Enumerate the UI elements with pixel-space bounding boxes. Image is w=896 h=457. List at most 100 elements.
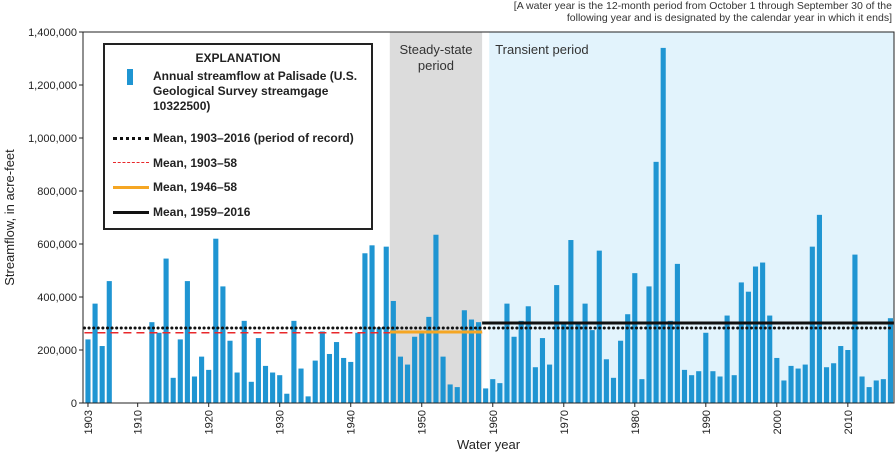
legend-label: Mean, 1903–58 [153, 155, 238, 170]
bar [603, 359, 609, 403]
bar [199, 356, 205, 403]
x-tick-label: 2010 [843, 410, 855, 434]
bar [539, 338, 546, 403]
bar [220, 286, 226, 403]
bar [703, 332, 709, 403]
bar [873, 380, 879, 403]
bar [341, 357, 347, 403]
bar [390, 300, 396, 403]
note-line: following year and is designated by the … [566, 12, 892, 24]
bar [781, 380, 787, 403]
y-tick-label: 1,400,000 [28, 27, 77, 39]
legend-swatch [113, 161, 149, 163]
bar [99, 346, 105, 403]
bar [476, 322, 482, 403]
x-tick-label: 1910 [133, 410, 145, 434]
bar [383, 246, 389, 403]
bar [298, 368, 304, 403]
bar [319, 331, 325, 403]
legend-label: Mean, 1959–2016 [153, 204, 251, 219]
bar [85, 339, 91, 403]
note-line: [A water year is the 12-month period fro… [513, 0, 892, 12]
legend-icon [113, 131, 153, 145]
legend-swatch [113, 210, 149, 214]
bar [461, 310, 467, 403]
bar [163, 258, 169, 403]
bar [277, 375, 283, 403]
bar [653, 161, 659, 403]
bar [767, 315, 773, 403]
bar [447, 384, 453, 403]
bar [241, 320, 247, 403]
bar [518, 320, 524, 403]
bar [234, 372, 240, 403]
x-tick-label: 1920 [204, 410, 216, 434]
bar [823, 367, 830, 403]
legend-entry: Mean, 1903–58 [113, 156, 358, 171]
bar [227, 340, 233, 403]
bar [270, 372, 276, 403]
shaded-region [489, 32, 894, 403]
bar [326, 353, 332, 403]
bar [177, 339, 183, 403]
x-tick-label: 2000 [772, 410, 784, 434]
bar [468, 319, 475, 403]
bar [802, 364, 808, 403]
bar [376, 327, 382, 403]
bar [575, 323, 581, 403]
bar [490, 379, 496, 403]
legend-entry: Annual streamflow at Palisade (U.S. Geol… [113, 69, 358, 114]
bar [170, 377, 176, 403]
bar [291, 320, 297, 403]
bar [809, 246, 815, 403]
y-tick-label: 1,200,000 [28, 80, 77, 92]
legend-entry: Mean, 1959–2016 [113, 205, 358, 220]
bar [831, 363, 837, 403]
bar [752, 266, 759, 403]
x-tick-label: 1903 [83, 410, 95, 434]
bar [248, 381, 254, 403]
y-tick-label: 400,000 [37, 292, 77, 304]
bar [262, 365, 269, 403]
bar [745, 291, 751, 403]
bar [206, 369, 212, 403]
bar [92, 303, 98, 403]
legend-label: Mean, 1946–58 [153, 180, 238, 194]
x-tick-label: 1970 [559, 410, 571, 434]
x-tick-label: 1980 [630, 410, 642, 434]
bar [639, 379, 645, 403]
region-label: Transient period [495, 42, 589, 57]
bar [532, 367, 538, 403]
y-tick-label: 200,000 [37, 345, 77, 357]
bar [404, 364, 411, 403]
bar [738, 282, 744, 403]
bar [582, 303, 588, 403]
x-tick-label: 1950 [417, 410, 429, 434]
region-label: Steady-state period [399, 42, 473, 73]
legend-swatch [113, 186, 149, 189]
bar [440, 356, 446, 403]
x-tick-label: 1940 [346, 410, 358, 434]
bar [419, 332, 425, 403]
legend-swatch [127, 69, 133, 85]
legend-entry: Mean, 1903–2016 (period of record) [113, 131, 358, 146]
legend-label: Mean, 1903–2016 (period of record) [153, 131, 354, 145]
bar [610, 377, 617, 403]
bar [483, 388, 489, 403]
bar [184, 281, 190, 403]
bar [760, 262, 766, 403]
bar [710, 371, 716, 403]
bar [887, 318, 894, 403]
y-tick-label: 600,000 [37, 239, 77, 251]
x-tick-label: 1930 [275, 410, 287, 434]
y-tick-label: 800,000 [37, 186, 77, 198]
legend-icon [113, 69, 153, 85]
bar [547, 364, 553, 403]
bar [674, 263, 680, 403]
bar [454, 387, 460, 403]
bar [724, 315, 730, 403]
x-axis-title: Water year [457, 437, 521, 452]
bar [660, 47, 666, 404]
